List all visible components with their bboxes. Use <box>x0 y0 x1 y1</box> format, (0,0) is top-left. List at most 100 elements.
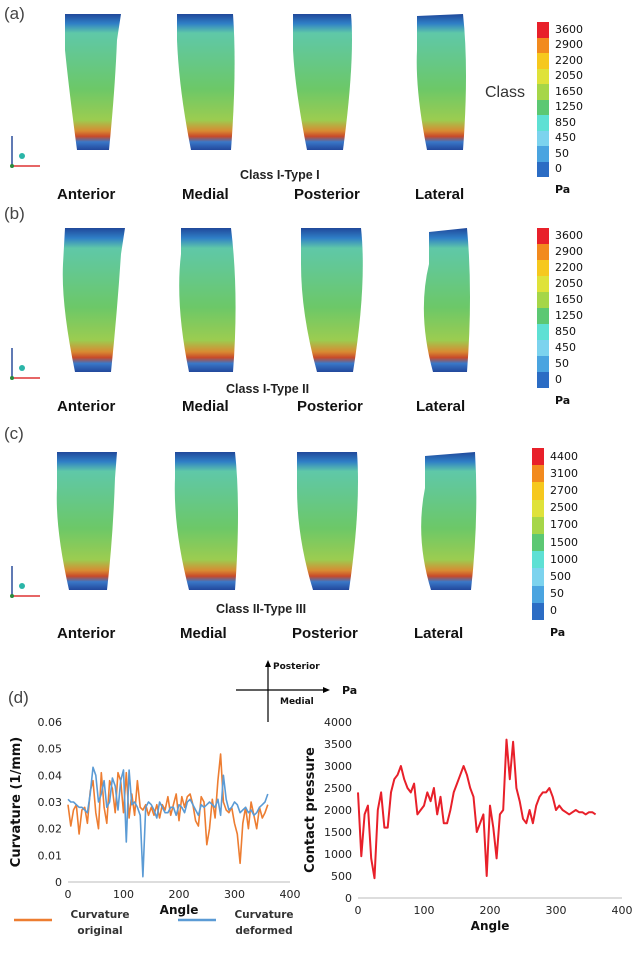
colorbar-swatch <box>537 84 549 100</box>
x-tick-label: 400 <box>280 888 301 901</box>
panel-c-view-anterior: Anterior <box>57 625 116 642</box>
panel-d-pa-label: Pa <box>342 684 358 697</box>
panel-c-view-medial: Medial <box>180 625 227 642</box>
colorbar-unit: Pa <box>555 183 571 196</box>
colorbar-tick-label: 450 <box>555 341 576 354</box>
y-tick-label: 0.03 <box>38 796 63 809</box>
panel-c-class-label: Class II-Type III <box>216 602 307 616</box>
compass-label-posterior: Posterior <box>273 662 320 672</box>
colorbar-tick-label: 850 <box>555 115 576 129</box>
colorbar-tick-label: 2900 <box>555 245 583 258</box>
colorbar-swatch <box>532 568 544 586</box>
colorbar-tick-label: 1000 <box>550 552 578 566</box>
colorbar-swatch <box>532 516 544 534</box>
colorbar-swatch <box>537 372 549 388</box>
x-tick-label: 100 <box>414 904 435 917</box>
y-axis-label: Curvature (1/mm) <box>9 737 24 867</box>
colorbar-tick-label: 1250 <box>555 309 583 322</box>
x-tick-label: 300 <box>224 888 245 901</box>
leg-anterior <box>62 228 125 372</box>
colorbar-unit: Pa <box>555 394 571 407</box>
panel-c-view-lateral: Lateral <box>414 625 464 642</box>
y-tick-label: 1500 <box>324 826 352 839</box>
panel-b-view-anterior: Anterior <box>57 398 116 415</box>
colorbar-swatch <box>532 482 544 500</box>
contact-pressure-chart: 0 500 1000 1500 2000 2500 3000 3500 4000 0 100 200 3… <box>303 716 633 933</box>
panel-b-view-lateral: Lateral <box>416 398 466 415</box>
x-tick-label: 400 <box>612 904 633 917</box>
colorbar-b: 3600 2900 2200 2050 1650 1250 850 450 50 0 Pa <box>537 228 597 408</box>
colorbar-swatch <box>532 465 544 483</box>
colorbar-swatch <box>532 602 544 620</box>
colorbar-swatch <box>537 146 549 162</box>
colorbar-tick-label: 4400 <box>550 449 578 463</box>
colorbar-tick-label: 1650 <box>555 293 583 306</box>
colorbar-swatch <box>532 551 544 569</box>
colorbar-swatch <box>537 68 549 84</box>
colorbar-swatch <box>532 534 544 552</box>
legend-label: Curvature <box>234 909 293 921</box>
y-tick-label: 0.04 <box>38 769 63 782</box>
legs-row-a <box>55 10 505 160</box>
colorbar-swatch <box>537 324 549 340</box>
panel-c-view-posterior: Posterior <box>292 625 358 642</box>
colorbar-tick-label: 1700 <box>550 518 578 532</box>
colorbar-tick-label: 500 <box>550 570 571 583</box>
orientation-compass <box>236 660 330 722</box>
colorbar-tick-label: 1250 <box>555 100 583 114</box>
colorbar-swatch <box>537 115 549 131</box>
colorbar-tick-label: 2500 <box>550 501 578 515</box>
axis-triad-c <box>10 566 40 598</box>
colorbar-a: 3600 2900 2200 2050 1650 1250 850 450 50 0 Pa <box>537 22 597 197</box>
colorbar-swatch <box>537 99 549 115</box>
legs-row-b <box>55 224 505 379</box>
colorbar-tick-label: 2200 <box>555 53 583 67</box>
colorbar-tick-label: 2900 <box>555 38 583 52</box>
colorbar-tick-label: 3600 <box>555 229 583 242</box>
colorbar-tick-label: 2200 <box>555 261 583 274</box>
colorbar-tick-label: 2050 <box>555 277 583 290</box>
colorbar-swatch <box>537 37 549 53</box>
y-tick-label: 4000 <box>324 716 352 729</box>
colorbar-swatch <box>537 161 549 177</box>
leg-posterior <box>297 452 358 590</box>
colorbar-swatch <box>537 308 549 324</box>
x-tick-label: 100 <box>113 888 134 901</box>
leg-pressure-maps-a <box>65 14 466 150</box>
colorbar-tick-label: 50 <box>555 357 569 370</box>
panel-a-letter: (a) <box>4 4 25 23</box>
panel-b-letter: (b) <box>4 204 25 223</box>
panel-c-letter: (c) <box>4 424 24 443</box>
colorbar-tick-label: 1650 <box>555 84 583 98</box>
leg-medial <box>179 228 236 372</box>
colorbar-tick-label: 1500 <box>550 535 578 549</box>
x-tick-label: 0 <box>65 888 72 901</box>
leg-posterior <box>293 14 352 150</box>
colorbar-tick-label: 50 <box>550 587 564 601</box>
colorbar-swatch <box>537 53 549 69</box>
y-tick-label: 1000 <box>324 848 352 861</box>
legend-label: original <box>77 925 122 937</box>
y-tick-label: 500 <box>331 870 352 883</box>
leg-posterior <box>301 228 363 372</box>
leg-medial <box>177 14 235 150</box>
colorbar-tick-label: 3100 <box>550 466 578 480</box>
colorbar-swatch <box>537 260 549 276</box>
panel-a-class-label: Class I-Type I <box>240 168 320 182</box>
colorbar-swatch <box>537 130 549 146</box>
series-line <box>357 738 597 880</box>
panel-b-view-posterior: Posterior <box>297 398 363 415</box>
colorbar-swatch <box>537 356 549 372</box>
leg-lateral <box>416 14 466 150</box>
colorbar-tick-label: 0 <box>555 162 562 176</box>
y-tick-label: 2000 <box>324 804 352 817</box>
leg-medial <box>174 452 238 590</box>
x-axis-label: Angle <box>471 919 510 933</box>
colorbar-c: 4400 3100 2700 2500 1700 1500 1000 500 50 0 Pa <box>532 448 602 640</box>
compass-label-medial: Medial <box>280 697 314 707</box>
legend-label: deformed <box>235 925 292 937</box>
y-tick-label: 0.01 <box>38 849 63 862</box>
x-tick-label: 200 <box>169 888 190 901</box>
colorbar-tick-label: 3600 <box>555 22 583 36</box>
y-tick-label: 0 <box>345 892 352 905</box>
